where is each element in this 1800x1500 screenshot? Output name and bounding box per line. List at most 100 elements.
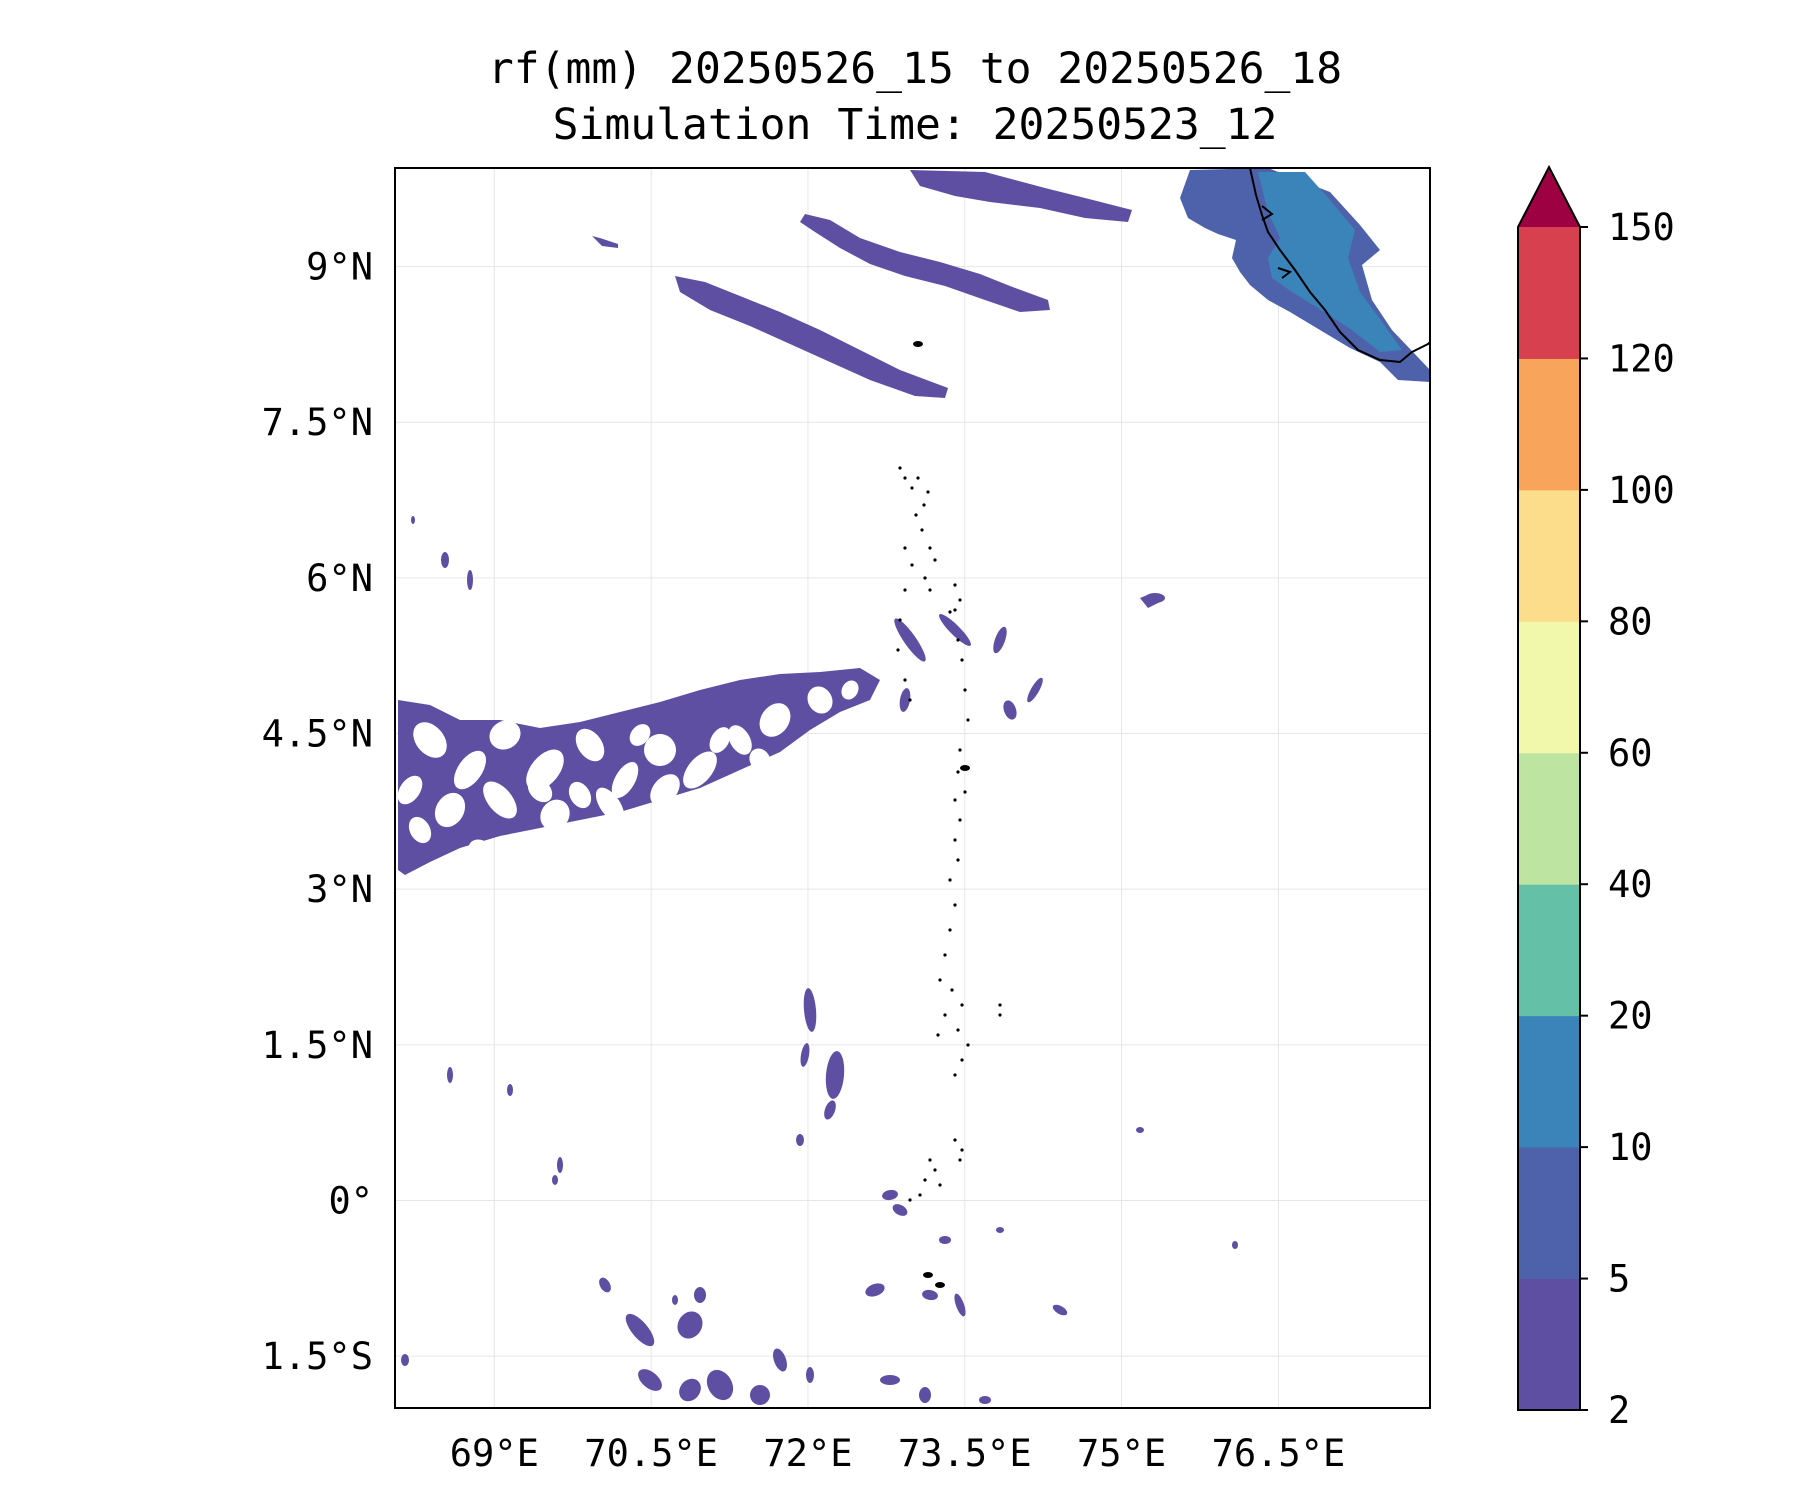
rain-band-gap [454,750,486,790]
rain-n-band-b [800,214,1050,312]
island-dot [956,858,960,862]
rain-band-gap [540,799,570,831]
rain-band-gap [413,722,447,758]
island [935,1282,945,1288]
colorbar-segment [1518,1147,1580,1280]
island-dot [953,1138,957,1142]
rain-cell [706,1369,734,1401]
rain-cell [1136,1127,1144,1133]
rain-band-gap [728,725,752,755]
rain-cell [625,1313,655,1347]
lon-tick-label: 70.5°E [584,1432,718,1475]
island-dot [910,486,914,490]
island-dot [953,903,957,907]
rain-band-gap [483,781,517,819]
island-dot [922,503,926,507]
island-dot [948,928,952,932]
island [960,765,970,771]
island-dot [953,583,957,587]
rain-band-gap [709,727,731,753]
lon-tick-label: 76.5°E [1212,1432,1346,1475]
island-dot [948,610,952,614]
island-dot [908,1198,912,1202]
rain-cell [954,1293,966,1317]
colorbar-tick-label: 60 [1608,732,1653,775]
lat-tick-label: 7.5°N [262,401,373,444]
rain-cell [880,1375,900,1385]
rain-band-gap [841,680,859,700]
rain-cell [806,1367,814,1383]
island-dot [953,798,957,802]
colorbar-segment [1518,227,1580,359]
island-dot [943,1013,947,1017]
island-dot [956,770,960,774]
colorbar-tick-label: 100 [1608,469,1675,512]
rain-cell [796,1134,804,1146]
rain-band-gap [683,751,717,789]
island-dot [928,1158,932,1162]
island-dot [898,466,902,470]
rain-cell [899,688,911,712]
rain-n-band-a [910,170,1132,222]
rain-cell [677,1311,703,1339]
island-dot [938,978,942,982]
rain-cell [825,1051,845,1099]
island-dot [923,576,927,580]
rain-band-gap [644,734,676,766]
island-dot [960,1058,964,1062]
rain-cell [882,1189,898,1201]
colorbar-segment [1518,884,1580,1017]
coastline [1249,168,1430,364]
colorbar: 2 5 10 20 40 60 80 100 120 150 [1517,164,1675,1432]
rain-band-gap [568,781,592,809]
island-dot [933,558,937,562]
rain-cell [638,1369,662,1391]
rain-ne-core [1258,172,1402,352]
lat-tick-label: 6°N [306,557,373,600]
island-dot [920,528,924,532]
rain-cell [892,1204,908,1216]
lon-tick-label: 73.5°E [898,1432,1032,1475]
island-dot [903,678,907,682]
colorbar-segment [1518,358,1580,491]
rain-band-gap [807,686,833,714]
rain-cell [979,1396,991,1404]
rain-band-gap [650,774,680,806]
lat-tick-label: 3°N [306,868,373,911]
colorbar-extend-arrow [1518,167,1580,227]
island-dot [936,1033,940,1037]
island-dot [950,988,954,992]
rain-cell [441,552,449,568]
colorbar-tick-label: 40 [1608,863,1653,906]
coast-detail-2 [1277,267,1293,279]
latitude-labels: 9°N 7.5°N 6°N 4.5°N 3°N 1.5°N 0° 1.5°S [262,246,373,1379]
rain-cell [1027,677,1043,703]
rain-cell [552,1175,558,1185]
rain-band-gap [629,724,651,746]
rain-band-gap [749,748,771,772]
island-dot [896,648,900,652]
island-dot [963,688,967,692]
island-dot [953,608,957,612]
island-dot [958,818,962,822]
island-dot [966,1043,970,1047]
island-dot [953,1073,957,1077]
rain-cell [447,1067,453,1083]
lat-tick-label: 9°N [306,246,373,289]
island-dot [953,838,957,842]
rain-band-gap [611,761,639,799]
island-dot [898,618,902,622]
rain-band-gap [434,792,466,828]
map-title-line-2: Simulation Time: 20250523_12 [552,100,1278,150]
rain-cell [1145,593,1165,603]
rain-cell [750,1385,770,1405]
rain-cell [1003,700,1017,720]
rain-cell [679,1378,701,1402]
colorbar-tick-label: 5 [1608,1258,1630,1301]
island-dot [943,953,947,957]
island-dot [928,546,932,550]
rain-cell [894,618,926,662]
lon-tick-label: 75°E [1077,1432,1166,1475]
rain-cell [467,570,473,590]
colorbar-segment [1518,489,1580,622]
